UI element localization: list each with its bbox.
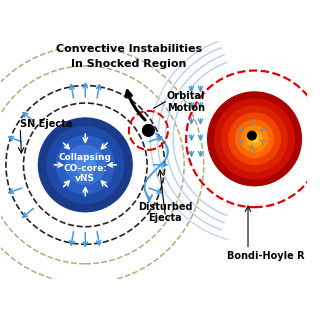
Circle shape — [66, 145, 105, 185]
Circle shape — [229, 113, 280, 164]
Text: Bondi-Hoyle R: Bondi-Hoyle R — [227, 251, 304, 261]
Circle shape — [222, 106, 287, 172]
Text: Convective Instabilities: Convective Instabilities — [56, 44, 202, 54]
Circle shape — [38, 118, 132, 212]
Circle shape — [215, 99, 294, 179]
Circle shape — [208, 92, 301, 186]
Circle shape — [143, 124, 154, 136]
Circle shape — [47, 126, 124, 203]
Text: In Shocked Region: In Shocked Region — [71, 59, 187, 69]
Circle shape — [251, 136, 258, 142]
Text: Collapsing
CO-core:
vNS: Collapsing CO-core: vNS — [59, 153, 112, 183]
Circle shape — [56, 136, 114, 194]
Circle shape — [75, 155, 96, 175]
Circle shape — [236, 120, 273, 157]
Text: Orbital
Motion: Orbital Motion — [167, 91, 205, 113]
Circle shape — [241, 126, 268, 152]
Text: SN Ejecta: SN Ejecta — [20, 119, 72, 129]
Circle shape — [248, 132, 256, 140]
Circle shape — [247, 131, 262, 146]
Text: Disturbed
Ejecta: Disturbed Ejecta — [138, 202, 193, 223]
